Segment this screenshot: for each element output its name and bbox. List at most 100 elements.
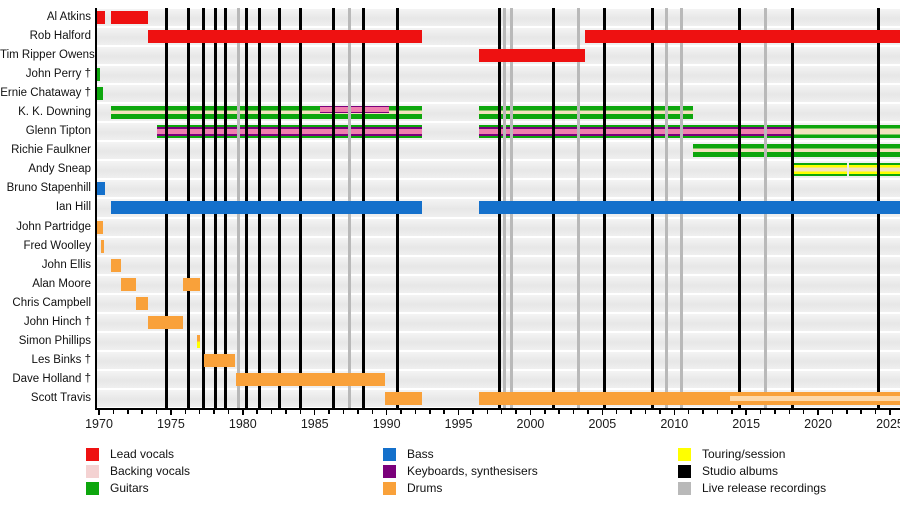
x-axis-minor-tick <box>328 409 330 414</box>
x-axis-minor-tick <box>213 409 215 414</box>
member-label: Alan Moore <box>32 277 91 290</box>
x-axis-minor-tick <box>127 409 129 414</box>
member-label: Rob Halford <box>29 30 91 43</box>
x-axis-tick-label: 2015 <box>732 417 761 431</box>
legend-item: Touring/session <box>678 446 826 463</box>
timeline-bar <box>111 258 121 272</box>
member-label: Bruno Stapenhill <box>6 182 91 195</box>
legend-swatch-orange <box>383 482 396 495</box>
member-label: Scott Travis <box>30 391 91 404</box>
x-axis-minor-tick <box>644 409 647 414</box>
x-axis-minor-tick <box>198 409 201 414</box>
x-axis-minor-tick <box>141 409 143 414</box>
timeline-bar <box>320 106 389 113</box>
row-background <box>96 237 900 255</box>
x-axis-minor-tick <box>270 409 273 414</box>
x-axis-major-tick <box>601 409 604 415</box>
legend-swatch-gray <box>678 482 691 495</box>
x-axis-minor-tick <box>443 409 445 414</box>
x-axis-major-tick <box>745 409 747 415</box>
x-axis-minor-tick <box>429 409 431 414</box>
x-axis-minor-tick <box>371 409 373 414</box>
member-label: Al Atkins <box>46 11 91 23</box>
legend-swatch-red <box>86 448 99 461</box>
member-label: John Partridge <box>16 220 91 233</box>
legend-column: Touring/session Studio albums Live release… <box>678 446 826 497</box>
row-background <box>96 66 900 84</box>
legend-swatch-black <box>678 465 691 478</box>
timeline-bar <box>196 334 200 348</box>
member-label: Andy Sneap <box>28 163 91 176</box>
timeline-bar <box>478 106 694 120</box>
x-axis-major-tick <box>98 409 100 415</box>
member-label: Dave Holland † <box>12 372 91 385</box>
timeline-bar <box>100 239 105 253</box>
x-axis-major-tick <box>385 409 388 415</box>
legend-swatch-pink <box>86 465 99 478</box>
x-axis-tick-label: 1985 <box>300 417 329 431</box>
legend-label: Bass <box>407 447 434 461</box>
x-axis-major-tick <box>242 409 244 415</box>
x-axis-minor-tick <box>414 409 417 414</box>
member-label: Ian Hill <box>55 201 91 214</box>
x-axis-minor-tick <box>544 409 546 414</box>
x-axis-minor-tick <box>759 409 762 414</box>
row-background <box>96 85 900 103</box>
y-axis-line <box>94 8 97 409</box>
legend-item: Live release recordings <box>678 480 826 497</box>
x-axis-minor-tick <box>112 409 115 414</box>
x-axis-minor-tick <box>285 409 287 414</box>
timeline-bar <box>478 49 585 63</box>
legend-swatch-yellow <box>678 448 691 461</box>
x-axis-tick-label: 1980 <box>228 417 257 431</box>
row-background <box>96 218 900 236</box>
legend-item: Lead vocals <box>86 446 190 463</box>
timeline-bar <box>693 144 900 158</box>
timeline-bar <box>135 296 148 310</box>
x-axis-minor-tick <box>788 409 791 414</box>
x-axis-major-tick <box>313 409 316 415</box>
legend-label: Drums <box>407 481 443 495</box>
member-label: Simon Phillips <box>18 334 91 347</box>
timeline-bar <box>147 315 183 329</box>
legend-label: Lead vocals <box>110 447 175 461</box>
legend-item: Guitars <box>86 480 190 497</box>
timeline-bar <box>96 87 104 101</box>
legend-item: Backing vocals <box>86 463 190 480</box>
legend-item: Studio albums <box>678 463 826 480</box>
member-label: Richie Faulkner <box>11 144 91 157</box>
x-axis-minor-tick <box>860 409 862 414</box>
timeline-bar <box>584 30 900 44</box>
x-axis-minor-tick <box>687 409 690 414</box>
timeline-bar <box>157 125 423 139</box>
x-axis-minor-tick <box>400 409 402 414</box>
legend-column: Bass Keyboards, synthesisers Drums <box>383 446 538 497</box>
member-label: Ernie Chataway † <box>0 87 91 100</box>
legend-label: Keyboards, synthesisers <box>407 464 538 478</box>
x-axis-tick-label: 1990 <box>372 417 401 431</box>
timeline-bar <box>96 182 106 196</box>
x-axis-minor-tick <box>472 409 474 414</box>
x-axis-minor-tick <box>184 409 187 414</box>
timeline-bar <box>147 30 423 44</box>
x-axis-tick-label: 2025 <box>876 417 900 431</box>
x-axis-minor-tick <box>615 409 618 414</box>
plot-area: Al Atkins Rob Halford Tim Ripper Owens John… <box>0 8 900 431</box>
member-label: Chris Campbell <box>12 296 91 309</box>
x-axis-tick-label: 2020 <box>804 417 832 431</box>
row-background <box>96 9 900 27</box>
timeline-bar <box>730 395 900 402</box>
x-axis-major-tick <box>170 409 172 415</box>
x-axis-tick-label: 1975 <box>157 417 185 431</box>
legend-label: Touring/session <box>702 447 786 461</box>
x-axis-major-tick <box>889 409 891 415</box>
timeline-bar <box>203 353 235 367</box>
member-label: Fred Woolley <box>23 239 91 252</box>
x-axis-minor-tick <box>831 409 834 414</box>
x-axis-minor-tick <box>630 409 632 414</box>
timeline-bar <box>478 391 900 405</box>
member-label: Glenn Tipton <box>25 125 91 138</box>
timeline-bar <box>792 163 848 177</box>
legend: Lead vocals Backing vocals Guitars Bass Keyb… <box>0 446 900 506</box>
